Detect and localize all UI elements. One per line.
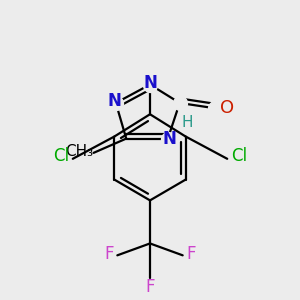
Text: N: N: [162, 130, 176, 148]
Text: Cl: Cl: [231, 147, 247, 165]
Text: F: F: [104, 245, 114, 263]
Text: CH₃: CH₃: [65, 144, 93, 159]
Text: N: N: [107, 92, 121, 110]
Text: F: F: [186, 245, 196, 263]
Text: N: N: [143, 74, 157, 92]
Text: Cl: Cl: [53, 147, 69, 165]
Text: O: O: [220, 99, 234, 117]
Text: F: F: [145, 278, 155, 296]
Text: H: H: [182, 115, 193, 130]
